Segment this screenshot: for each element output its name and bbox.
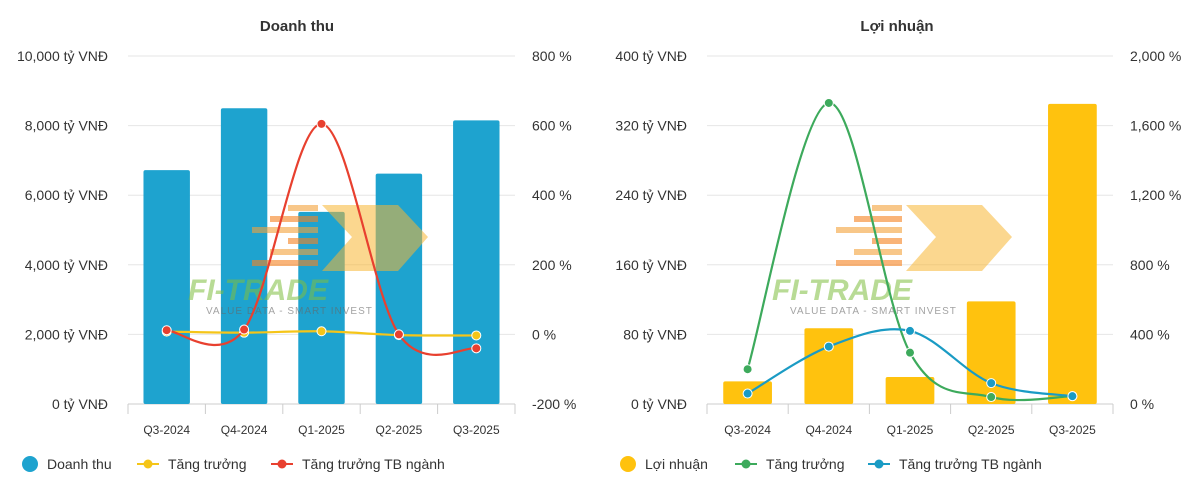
x-tick-label: Q3-2025 bbox=[453, 423, 500, 437]
y-left-tick-label: 320 tỷ VNĐ bbox=[615, 118, 687, 134]
y-left-tick-label: 240 tỷ VNĐ bbox=[615, 187, 687, 203]
bar[interactable] bbox=[453, 120, 500, 404]
legend-swatch bbox=[22, 456, 38, 472]
x-tick-label: Q2-2025 bbox=[968, 423, 1015, 437]
y-right-tick-label: 200 % bbox=[532, 257, 572, 273]
bar[interactable] bbox=[966, 301, 1016, 404]
y-right-tick-label: 800 % bbox=[532, 48, 572, 64]
y-right-tick-label: 2,000 % bbox=[1130, 48, 1181, 64]
legend-swatch-marker bbox=[741, 459, 751, 469]
y-left-tick-label: 4,000 tỷ VNĐ bbox=[25, 257, 108, 273]
legend-label[interactable]: Tăng trưởng TB ngành bbox=[302, 456, 445, 472]
data-point[interactable] bbox=[471, 343, 482, 354]
legend-label[interactable]: Lợi nhuận bbox=[645, 456, 708, 472]
legend-label[interactable]: Doanh thu bbox=[47, 456, 112, 472]
data-point[interactable] bbox=[986, 378, 997, 389]
bar[interactable] bbox=[885, 377, 935, 404]
y-left-tick-label: 10,000 tỷ VNĐ bbox=[17, 48, 108, 64]
data-point[interactable] bbox=[823, 97, 834, 108]
y-left-tick-label: 400 tỷ VNĐ bbox=[615, 48, 687, 64]
y-right-tick-label: 800 % bbox=[1130, 257, 1170, 273]
data-point[interactable] bbox=[742, 388, 753, 399]
legend-label[interactable]: Tăng trưởng bbox=[168, 456, 246, 472]
data-point[interactable] bbox=[239, 324, 250, 335]
data-point[interactable] bbox=[316, 118, 327, 129]
watermark-tagline: VALUE DATA - SMART INVEST bbox=[206, 306, 373, 317]
data-point[interactable] bbox=[471, 330, 482, 341]
chart-0: Doanh thu 0 tỷ VNĐ 2,000 tỷ VNĐ 4,000 tỷ VN… bbox=[17, 18, 576, 472]
y-left-tick-label: 160 tỷ VNĐ bbox=[615, 257, 687, 273]
chart-title: Lợi nhuận bbox=[860, 18, 933, 35]
x-tick-label: Q1-2025 bbox=[298, 423, 345, 437]
watermark-tagline: VALUE DATA - SMART INVEST bbox=[790, 306, 957, 317]
bar[interactable] bbox=[804, 328, 854, 404]
data-point[interactable] bbox=[986, 392, 997, 403]
chart-1: Lợi nhuận 0 tỷ VNĐ 80 tỷ VNĐ 160 tỷ VNĐ 240 … bbox=[615, 18, 1181, 472]
y-right-tick-label: 600 % bbox=[532, 118, 572, 134]
data-point[interactable] bbox=[742, 364, 753, 375]
data-point[interactable] bbox=[905, 347, 915, 358]
y-right-tick-label: 400 % bbox=[1130, 326, 1170, 342]
x-tick-label: Q1-2025 bbox=[887, 423, 934, 437]
data-point[interactable] bbox=[161, 325, 172, 336]
legend-swatch bbox=[620, 456, 636, 472]
y-right-tick-label: 0 % bbox=[1130, 396, 1154, 412]
y-left-tick-label: 6,000 tỷ VNĐ bbox=[25, 187, 108, 203]
legend-swatch-marker bbox=[874, 459, 884, 469]
x-tick-label: Q4-2024 bbox=[221, 423, 268, 437]
x-tick-label: Q4-2024 bbox=[805, 423, 852, 437]
legend-label[interactable]: Tăng trưởng TB ngành bbox=[899, 456, 1042, 472]
x-tick-label: Q3-2024 bbox=[724, 423, 771, 437]
legend-label[interactable]: Tăng trưởng bbox=[766, 456, 844, 472]
bar[interactable] bbox=[143, 170, 190, 404]
y-right-tick-label: 1,600 % bbox=[1130, 118, 1181, 134]
x-tick-label: Q3-2025 bbox=[1049, 423, 1096, 437]
y-left-tick-label: 2,000 tỷ VNĐ bbox=[25, 326, 108, 342]
y-right-tick-label: 0 % bbox=[532, 326, 556, 342]
y-left-tick-label: 80 tỷ VNĐ bbox=[623, 326, 687, 342]
legend-swatch-marker bbox=[143, 459, 153, 469]
watermark-brand: FI-TRADE bbox=[188, 274, 329, 307]
data-point[interactable] bbox=[316, 326, 327, 337]
y-left-tick-label: 8,000 tỷ VNĐ bbox=[25, 118, 108, 134]
data-point[interactable] bbox=[905, 325, 915, 336]
bar[interactable] bbox=[220, 108, 268, 404]
chart-title: Doanh thu bbox=[260, 18, 334, 35]
data-point[interactable] bbox=[1067, 391, 1078, 402]
bar[interactable] bbox=[1048, 103, 1097, 404]
x-tick-label: Q2-2025 bbox=[376, 423, 423, 437]
y-right-tick-label: 1,200 % bbox=[1130, 187, 1181, 203]
data-point[interactable] bbox=[393, 329, 404, 340]
legend-swatch-marker bbox=[277, 459, 287, 469]
y-right-tick-label: 400 % bbox=[532, 187, 572, 203]
y-right-tick-label: -200 % bbox=[532, 396, 576, 412]
y-left-tick-label: 0 tỷ VNĐ bbox=[52, 396, 108, 412]
x-tick-label: Q3-2024 bbox=[143, 423, 190, 437]
data-point[interactable] bbox=[823, 341, 834, 352]
y-left-tick-label: 0 tỷ VNĐ bbox=[631, 396, 687, 412]
